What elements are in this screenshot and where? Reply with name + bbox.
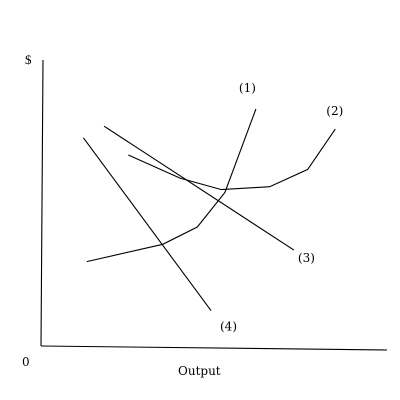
- series-label-3: (3): [298, 251, 315, 265]
- x-axis-line: [40, 345, 388, 351]
- series-labels: (1) (2) (3) (4): [220, 81, 343, 334]
- series-label-4: (4): [220, 320, 237, 334]
- series-line-1: [86, 108, 257, 263]
- x-axis-label: Output: [178, 364, 221, 378]
- series-layer: [82, 108, 336, 311]
- series-line-3: [103, 125, 295, 251]
- y-axis-label: $: [25, 52, 32, 67]
- y-axis-line: [40, 59, 44, 347]
- series-label-2: (2): [326, 104, 343, 118]
- series-label-1: (1): [239, 81, 256, 95]
- origin-label: 0: [22, 355, 30, 369]
- axes: $ 0 Output: [22, 52, 388, 378]
- series-line-4: [82, 137, 212, 311]
- series-line-2: [128, 128, 336, 191]
